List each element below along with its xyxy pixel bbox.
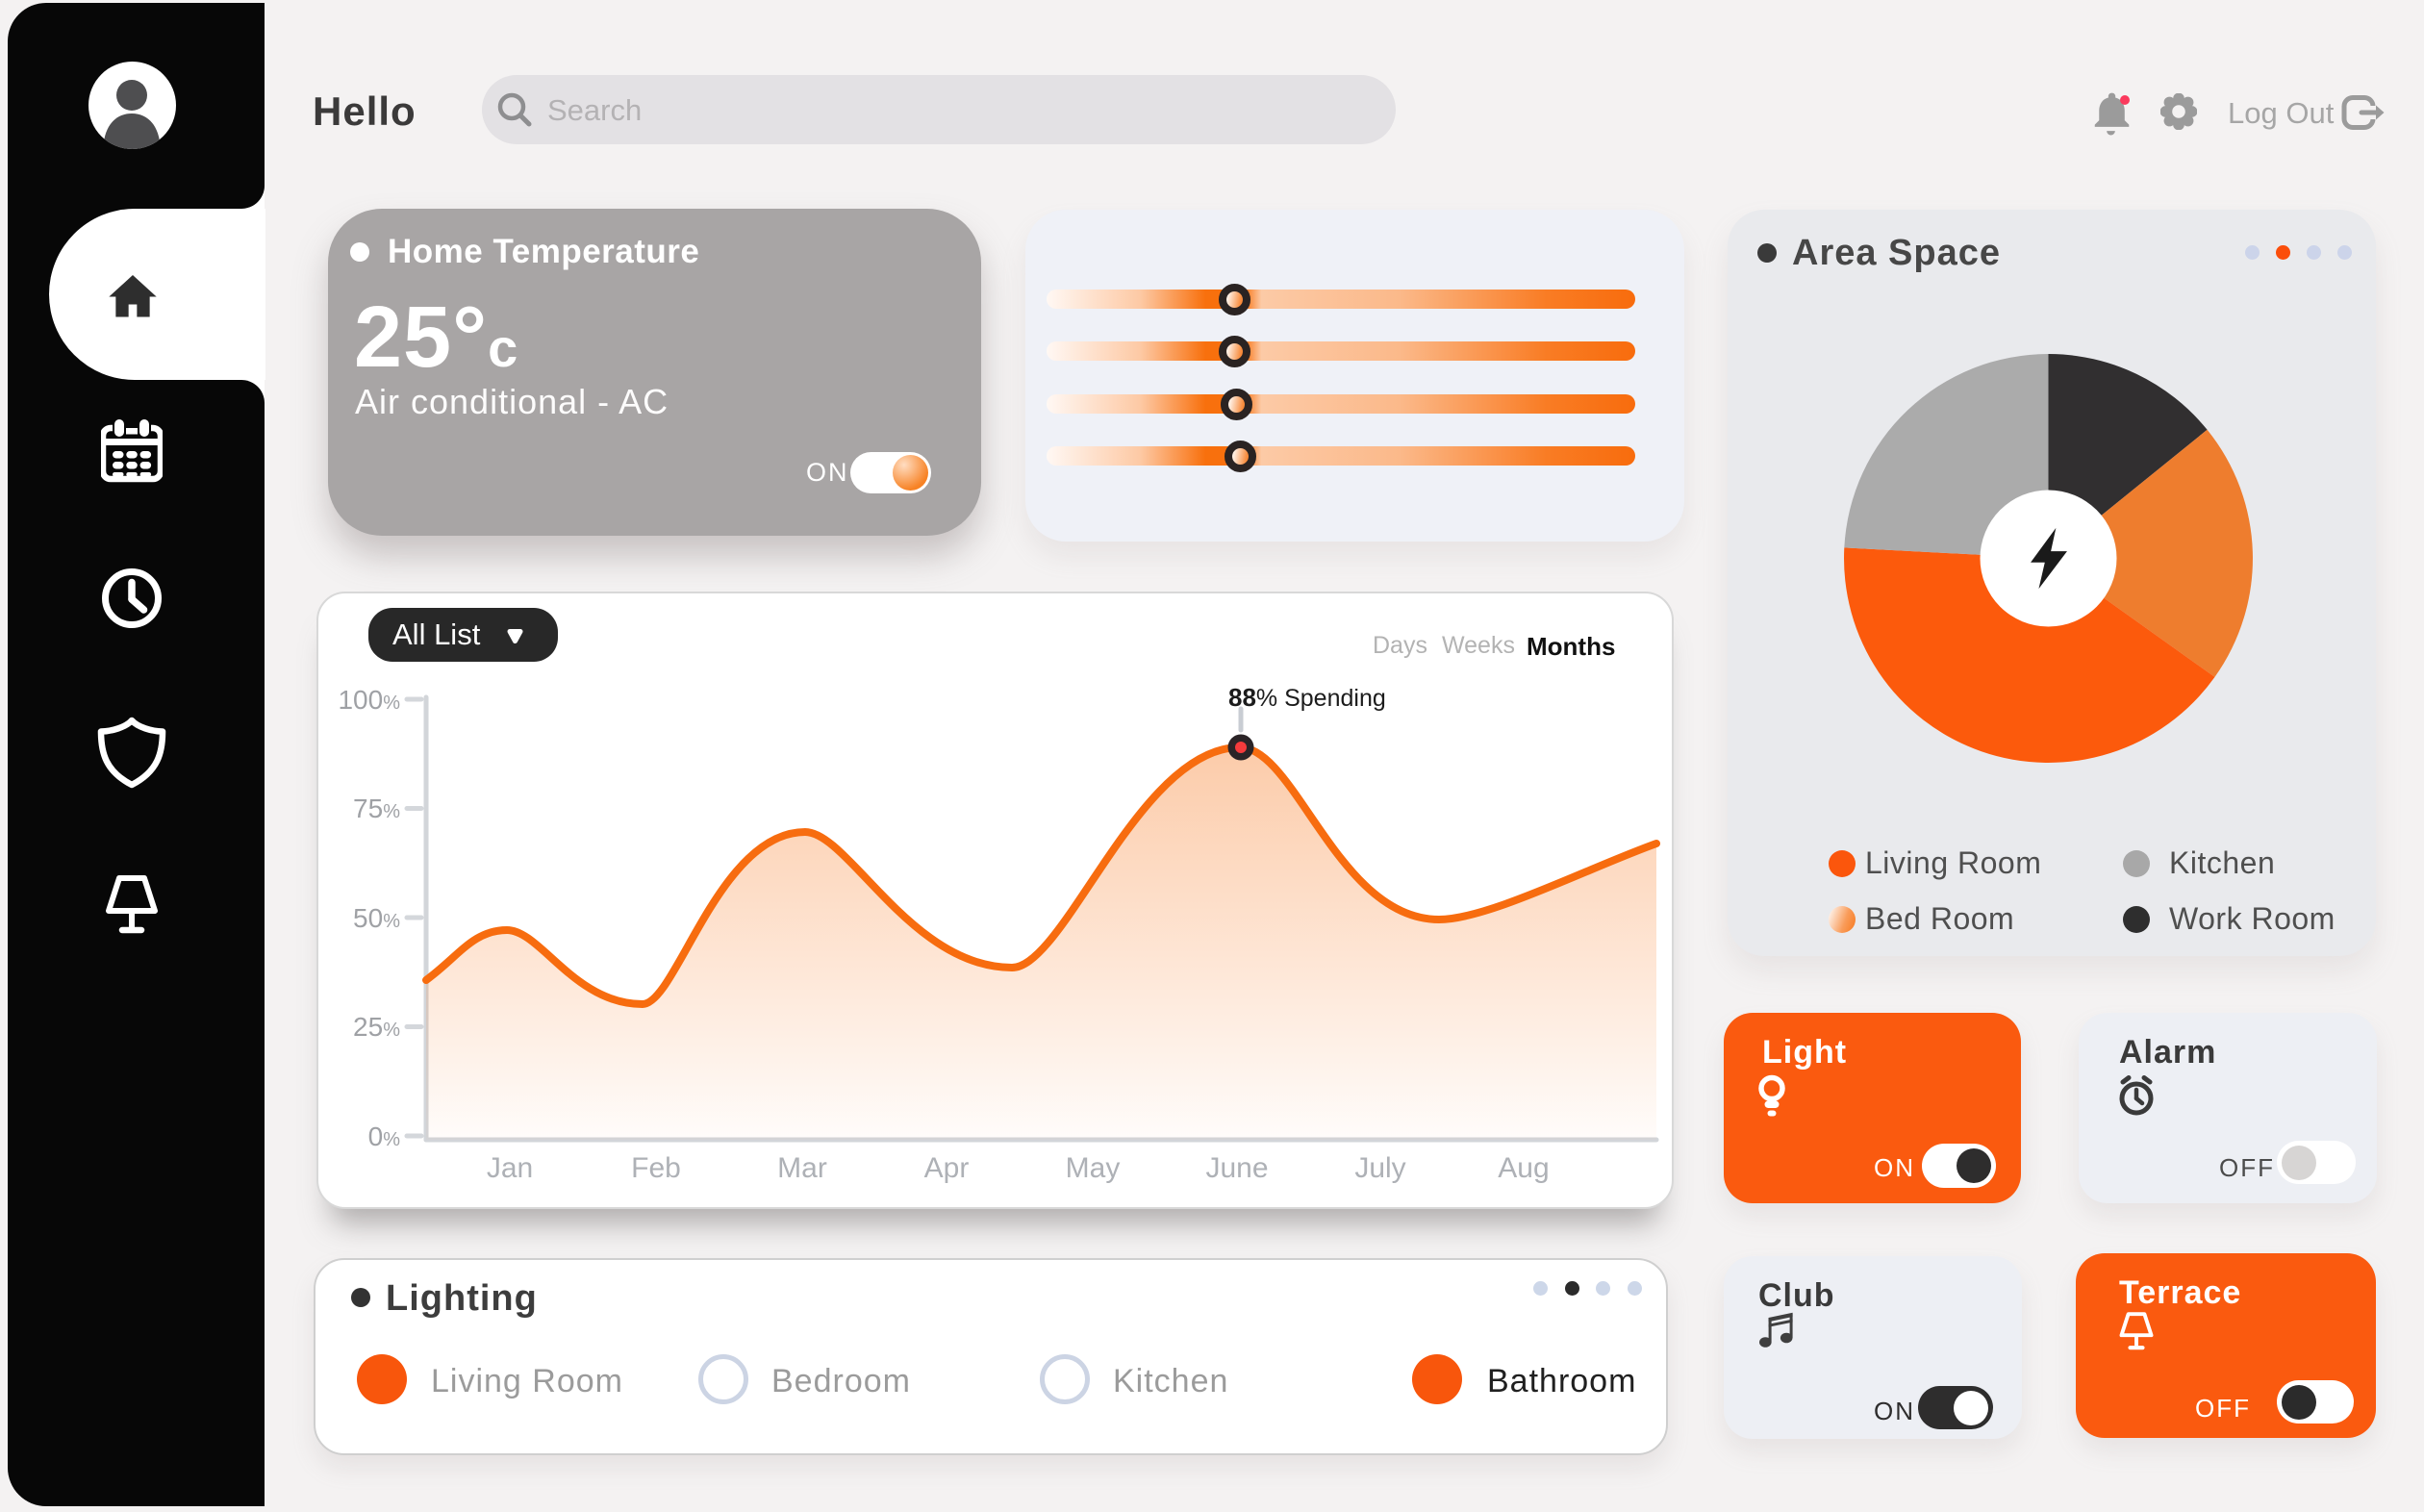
svg-text:0%: 0%: [368, 1121, 401, 1151]
svg-text:Mar: Mar: [777, 1152, 827, 1184]
svg-text:25%: 25%: [353, 1012, 400, 1042]
svg-text:July: July: [1354, 1152, 1405, 1184]
svg-text:88% Spending: 88% Spending: [1228, 683, 1386, 712]
svg-text:Jan: Jan: [487, 1152, 533, 1184]
svg-text:May: May: [1066, 1152, 1121, 1184]
svg-text:Apr: Apr: [924, 1152, 970, 1184]
svg-text:100%: 100%: [338, 685, 400, 715]
svg-text:Aug: Aug: [1498, 1152, 1549, 1184]
svg-text:Feb: Feb: [631, 1152, 681, 1184]
svg-text:75%: 75%: [353, 794, 400, 823]
svg-text:50%: 50%: [353, 903, 400, 933]
svg-text:June: June: [1205, 1152, 1268, 1184]
